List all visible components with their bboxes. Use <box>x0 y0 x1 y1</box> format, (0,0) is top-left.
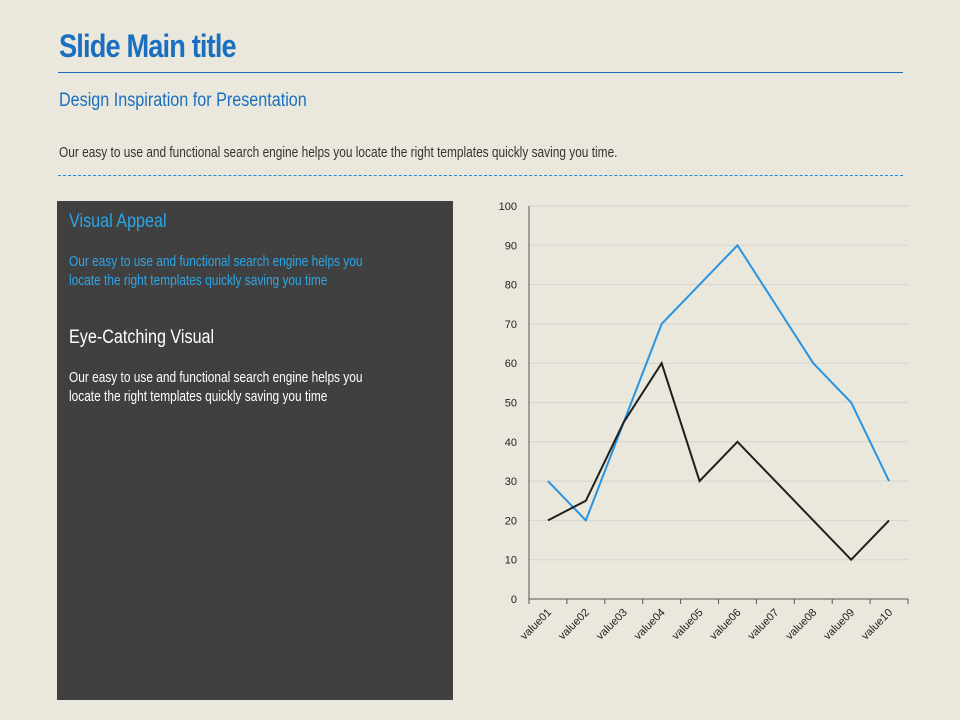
series-line-2 <box>547 360 890 562</box>
x-tick-label: value02 <box>556 607 592 643</box>
x-tick-label: value07 <box>746 607 782 643</box>
x-tick-label: value10 <box>859 607 895 643</box>
chart-axes <box>528 206 909 604</box>
x-tick-label: value01 <box>518 607 554 643</box>
title-divider <box>58 72 903 73</box>
y-tick-label: 70 <box>505 319 517 331</box>
section-text-visual-appeal: Our easy to use and functional search en… <box>69 253 362 291</box>
y-tick-label: 90 <box>505 240 517 252</box>
chart-series <box>547 243 890 562</box>
x-tick-label: value04 <box>632 607 668 643</box>
y-tick-label: 10 <box>505 555 517 567</box>
x-tick-label: value05 <box>670 607 706 643</box>
section-text-eye-catching: Our easy to use and functional search en… <box>69 369 362 407</box>
y-tick-label: 40 <box>505 437 517 449</box>
text-panel: Visual Appeal Our easy to use and functi… <box>57 201 453 700</box>
section-text-line: Our easy to use and functional search en… <box>69 370 363 386</box>
y-tick-label: 50 <box>505 398 517 410</box>
chart-grid <box>529 205 908 561</box>
x-tick-label: value06 <box>708 607 744 643</box>
y-tick-label: 30 <box>505 476 517 488</box>
x-tick-label: value08 <box>784 607 820 643</box>
x-tick-label: value09 <box>822 607 858 643</box>
slide-description: Our easy to use and functional search en… <box>59 145 618 161</box>
y-tick-label: 80 <box>505 280 517 292</box>
section-text-line: locate the right templates quickly savin… <box>69 273 328 289</box>
slide-subtitle: Design Inspiration for Presentation <box>59 90 307 111</box>
section-heading-eye-catching: Eye-Catching Visual <box>69 327 215 348</box>
slide-title: Slide Main title <box>59 28 237 64</box>
y-tick-label: 0 <box>511 594 517 606</box>
section-heading-visual-appeal: Visual Appeal <box>69 211 167 232</box>
section-text-line: locate the right templates quickly savin… <box>69 389 328 405</box>
y-tick-label: 60 <box>505 358 517 370</box>
y-tick-label: 100 <box>499 201 517 213</box>
dashed-divider <box>58 175 903 176</box>
section-text-line: Our easy to use and functional search en… <box>69 254 363 270</box>
series-line-1 <box>547 243 890 523</box>
x-tick-label: value03 <box>594 607 630 643</box>
y-tick-label: 20 <box>505 515 517 527</box>
